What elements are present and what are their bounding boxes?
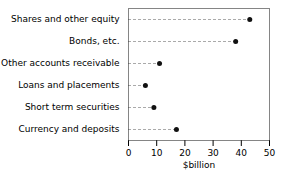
svg-text:30: 30 [207, 148, 219, 158]
svg-text:Short term securities: Short term securities [25, 102, 120, 112]
svg-text:10: 10 [151, 148, 163, 158]
svg-text:Loans and placements: Loans and placements [18, 80, 120, 90]
svg-text:20: 20 [179, 148, 191, 158]
svg-text:50: 50 [264, 148, 276, 158]
svg-text:Currency and deposits: Currency and deposits [18, 124, 119, 134]
svg-text:Other accounts receivable: Other accounts receivable [1, 58, 120, 68]
svg-text:Shares and other equity: Shares and other equity [11, 14, 120, 24]
svg-text:Bonds, etc.: Bonds, etc. [69, 36, 119, 46]
svg-text:40: 40 [236, 148, 248, 158]
svg-text:0: 0 [126, 148, 132, 158]
svg-text:$billion: $billion [183, 160, 216, 170]
